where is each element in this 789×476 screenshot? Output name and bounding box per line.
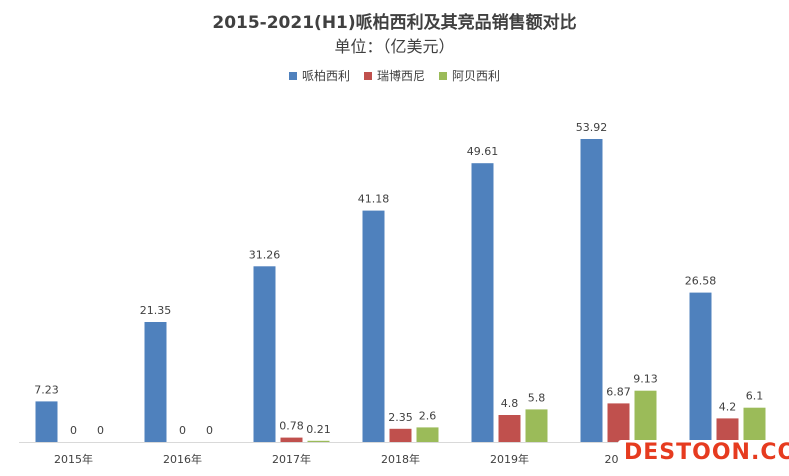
- x-tick-label-0: 2015年: [54, 452, 93, 466]
- bar-series-2-cat-5: [634, 390, 657, 442]
- legend-swatch-series-1: [363, 71, 372, 80]
- data-label-series-2-cat-6: 6.1: [746, 390, 764, 403]
- data-label-series-0-cat-6: 26.58: [685, 275, 717, 288]
- bar-series-0-cat-3: [362, 210, 385, 442]
- bar-series-0-cat-4: [471, 163, 494, 442]
- bar-series-1-cat-2: [280, 437, 303, 442]
- data-label-series-0-cat-0: 7.23: [34, 383, 59, 396]
- legend-swatch-series-0: [288, 71, 297, 80]
- data-label-series-2-cat-5: 9.13: [633, 373, 658, 386]
- bar-series-1-cat-4: [498, 415, 521, 442]
- data-label-series-0-cat-2: 31.26: [249, 248, 281, 261]
- bar-series-2-cat-4: [525, 409, 548, 442]
- chart-title: 2015-2021(H1)哌柏西利及其竞品销售额对比: [212, 13, 577, 33]
- legend: 哌柏西利 瑞博西尼 阿贝西利: [0, 67, 789, 84]
- x-tick-label-1: 2016年: [163, 452, 202, 466]
- data-label-series-2-cat-3: 2.6: [419, 409, 437, 422]
- watermark-text: DESTOON: [624, 440, 751, 465]
- x-tick-label-2: 2017年: [272, 452, 311, 466]
- data-label-series-1-cat-0: 0: [70, 424, 77, 437]
- legend-item-series-1: 瑞博西尼: [363, 67, 425, 84]
- bar-series-1-cat-3: [389, 428, 412, 442]
- bar-series-1-cat-6: [716, 418, 739, 442]
- data-label-series-1-cat-2: 0.78: [279, 420, 304, 433]
- data-label-series-0-cat-5: 53.92: [576, 121, 608, 134]
- bar-series-2-cat-6: [743, 407, 766, 442]
- legend-item-series-2: 阿贝西利: [439, 67, 500, 84]
- data-label-series-1-cat-4: 4.8: [501, 397, 519, 410]
- bar-series-0-cat-6: [689, 292, 712, 442]
- bar-series-0-cat-2: [253, 266, 276, 442]
- legend-label-series-2: 阿贝西利: [452, 69, 501, 83]
- data-label-series-1-cat-3: 2.35: [388, 411, 413, 424]
- bar-series-2-cat-3: [416, 427, 439, 442]
- watermark-suffix: .COM: [750, 440, 789, 465]
- data-label-series-1-cat-5: 6.87: [606, 385, 631, 398]
- watermark: DESTOON.COM: [618, 440, 789, 466]
- legend-label-series-0: 哌柏西利: [301, 69, 350, 83]
- data-label-series-0-cat-1: 21.35: [140, 304, 172, 317]
- x-tick-label-4: 2019年: [490, 452, 529, 466]
- x-tick-label-3: 2018年: [381, 452, 420, 466]
- legend-item-series-0: 哌柏西利: [288, 67, 350, 84]
- data-label-series-2-cat-0: 0: [97, 424, 104, 437]
- bar-series-2-cat-2: [307, 440, 330, 442]
- legend-label-series-1: 瑞博西尼: [376, 69, 425, 83]
- data-label-series-0-cat-3: 41.18: [358, 193, 390, 206]
- bar-series-1-cat-5: [607, 403, 630, 442]
- data-label-series-0-cat-4: 49.61: [467, 145, 499, 158]
- chart-subtitle: 单位：（亿美元）: [334, 37, 455, 56]
- data-label-series-1-cat-1: 0: [179, 424, 186, 437]
- bar-series-0-cat-5: [580, 139, 603, 442]
- data-label-series-2-cat-4: 5.8: [528, 391, 546, 404]
- legend-swatch-series-2: [439, 71, 447, 80]
- data-label-series-2-cat-2: 0.21: [306, 423, 331, 436]
- data-label-series-1-cat-6: 4.2: [719, 400, 737, 413]
- data-label-series-2-cat-1: 0: [206, 424, 213, 437]
- bar-series-0-cat-0: [35, 401, 58, 442]
- bar-series-0-cat-1: [144, 322, 167, 442]
